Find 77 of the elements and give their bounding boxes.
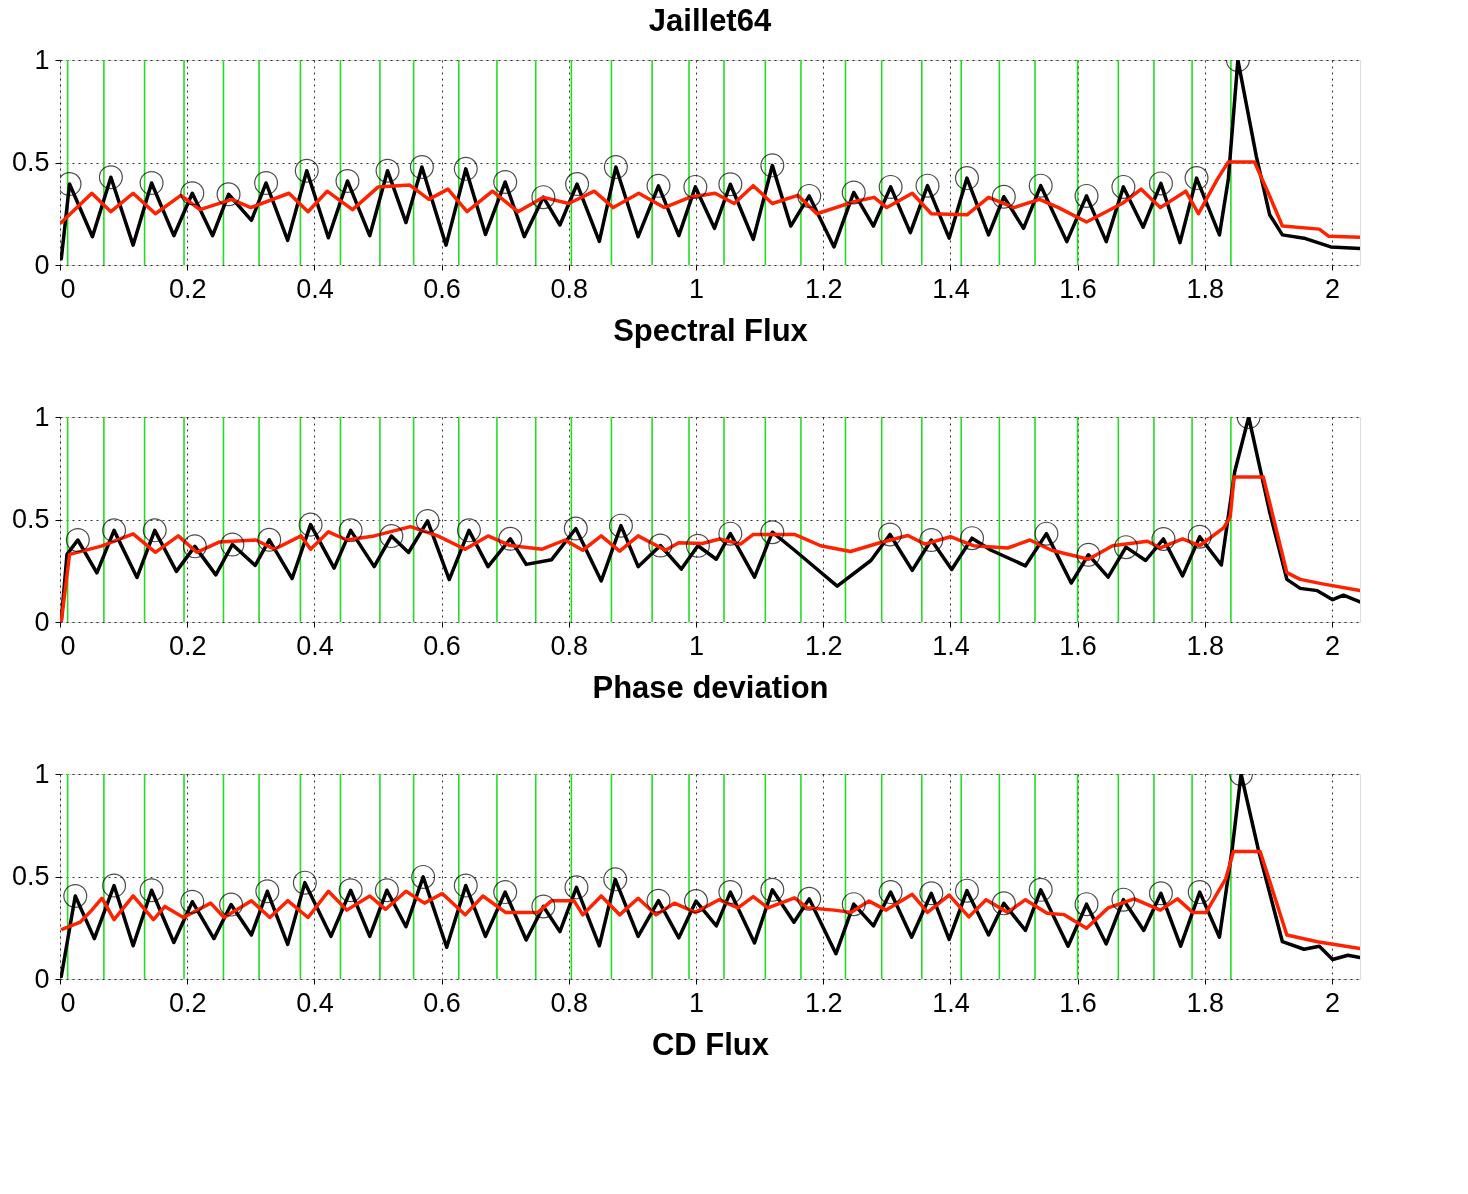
x-tick-label: 0.8 — [550, 630, 589, 661]
x-tick-label: 1.2 — [804, 987, 843, 1018]
x-tick-label: 0 — [60, 273, 76, 304]
point — [531, 185, 556, 210]
point — [139, 171, 164, 195]
y-tick-label: 0 — [34, 249, 50, 280]
point — [335, 168, 360, 193]
x-tick-label: 0.2 — [168, 630, 207, 661]
x-tick-label: 1.8 — [1186, 630, 1225, 661]
x-tick-label: 1.6 — [1059, 273, 1097, 304]
x-tick-label: 0.4 — [296, 987, 334, 1018]
point — [1074, 183, 1099, 208]
x-tick-label: 1.4 — [932, 987, 970, 1018]
point — [797, 183, 822, 208]
point — [603, 155, 628, 179]
x-tick-label: 0.2 — [168, 273, 207, 304]
point — [493, 170, 518, 194]
point — [254, 171, 279, 195]
x-tick-label: 1.2 — [804, 273, 843, 304]
x-tick-label: 1 — [688, 630, 705, 661]
x-tick-label: 0.8 — [550, 987, 589, 1018]
x-axis-title: CD Flux — [651, 1026, 770, 1062]
point — [375, 158, 400, 183]
point — [1028, 173, 1053, 198]
point — [991, 184, 1016, 209]
x-tick-label: 1.4 — [932, 273, 970, 304]
x-tick-label: 1.2 — [804, 630, 843, 661]
y-tick-label: 0.5 — [11, 861, 50, 891]
point — [453, 156, 478, 181]
point — [683, 174, 708, 199]
point — [646, 173, 671, 198]
x-tick-label: 0.6 — [423, 273, 461, 304]
point — [1184, 166, 1209, 191]
x-tick-label: 1.6 — [1059, 630, 1097, 661]
x-tick-label: 0.6 — [423, 630, 461, 661]
x-tick-label: 1.4 — [932, 630, 970, 661]
x-tick-label: 0.2 — [168, 987, 207, 1018]
x-axis-title: Spectral Flux — [613, 312, 809, 348]
y-tick-label: 1 — [34, 758, 50, 789]
x-tick-label: 0 — [60, 987, 76, 1018]
y-tick-label: 1 — [34, 44, 50, 75]
x-axis-title: Phase deviation — [592, 669, 829, 705]
line-series — [60, 160, 1360, 240]
y-tick-label: 0.5 — [11, 147, 50, 177]
y-tick-label: 0 — [34, 606, 50, 637]
x-tick-label: 0.8 — [550, 273, 589, 304]
point — [98, 165, 123, 190]
y-tick-label: 0 — [34, 963, 50, 994]
point — [294, 158, 319, 183]
x-tick-label: 1.6 — [1059, 987, 1097, 1018]
x-tick-label: 2 — [1325, 987, 1341, 1018]
x-tick-label: 0 — [60, 630, 76, 661]
x-tick-label: 0.6 — [423, 987, 461, 1018]
x-tick-label: 2 — [1325, 273, 1341, 304]
point — [718, 172, 743, 197]
x-tick-label: 2 — [1325, 630, 1341, 661]
point — [409, 155, 434, 179]
point — [216, 182, 241, 207]
x-tick-label: 1.8 — [1186, 273, 1225, 304]
x-tick-label: 1 — [688, 987, 705, 1018]
y-tick-label: 1 — [34, 401, 50, 432]
x-tick-label: 1.8 — [1186, 987, 1225, 1018]
point — [841, 180, 866, 205]
point — [954, 166, 979, 191]
x-tick-label: 0.4 — [296, 273, 334, 304]
x-tick-label: 0.4 — [296, 630, 334, 661]
y-tick-label: 0.5 — [11, 504, 50, 534]
point — [760, 153, 785, 178]
point — [1148, 171, 1173, 196]
point — [180, 181, 205, 206]
point — [1111, 174, 1136, 199]
line-series — [60, 849, 1360, 951]
point — [565, 172, 590, 196]
point — [915, 173, 940, 198]
x-tick-label: 1 — [688, 273, 705, 304]
chart-title: Jaillet64 — [648, 3, 772, 38]
point — [878, 174, 903, 199]
